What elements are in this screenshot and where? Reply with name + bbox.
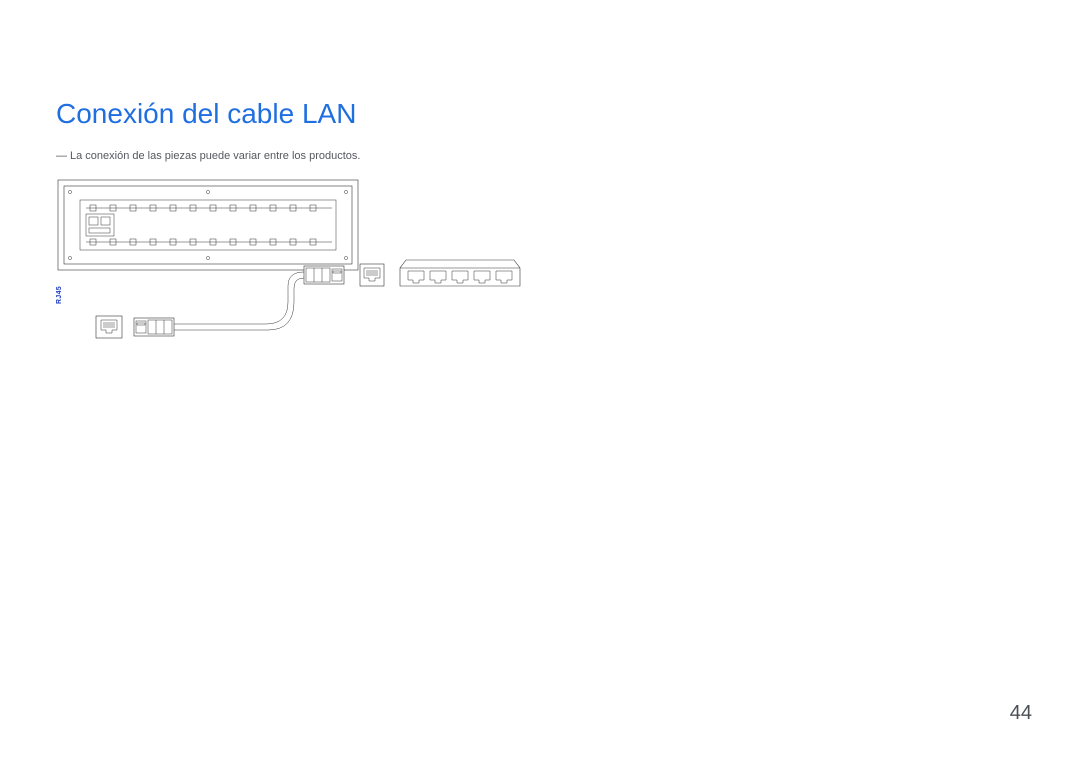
- network-hub-icon: [400, 260, 520, 286]
- lan-cable-icon: [174, 272, 304, 330]
- device-rear-panel: [58, 180, 358, 270]
- rj45-jack-hub-side-icon: [360, 264, 384, 286]
- rj45-plug-left-icon: [134, 318, 174, 336]
- page-title: Conexión del cable LAN: [56, 98, 356, 130]
- note-bullet: ―: [56, 150, 67, 162]
- rj45-plug-right-icon: [304, 266, 344, 284]
- rj45-jack-front-icon: [96, 316, 122, 338]
- lan-connection-diagram: [56, 178, 556, 378]
- page-number: 44: [1010, 702, 1032, 725]
- note-text: La conexión de las piezas puede variar e…: [70, 150, 360, 162]
